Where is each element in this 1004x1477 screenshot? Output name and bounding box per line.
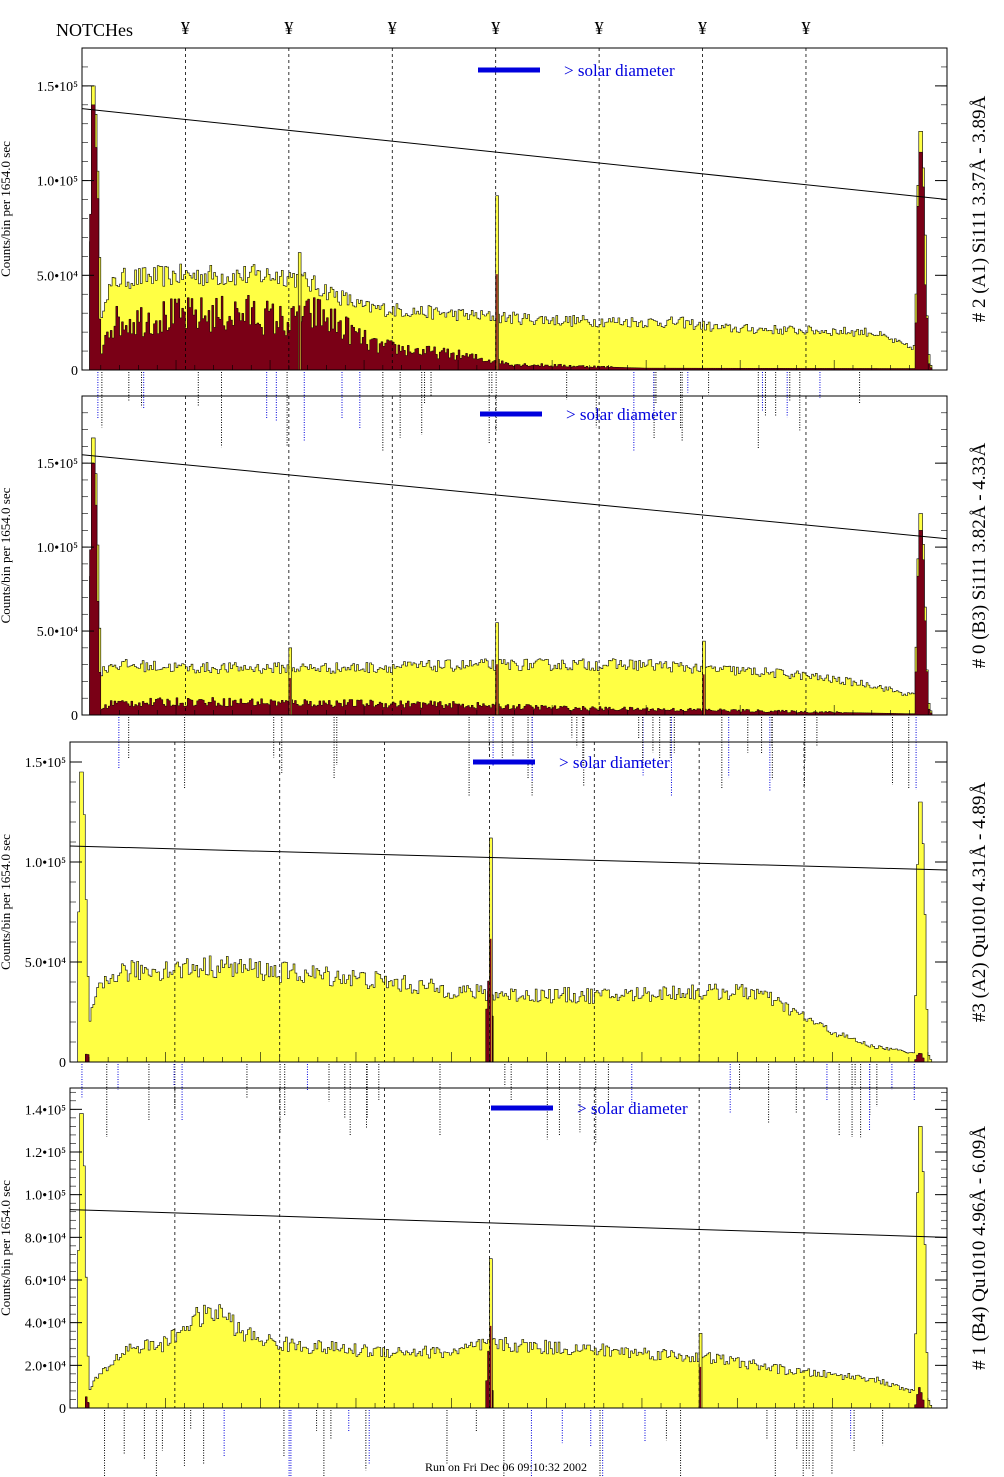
ytick-label: 8.0•10⁴: [25, 1231, 66, 1246]
ytick-label: 1.2•10⁵: [25, 1146, 66, 1161]
trend-line: [69, 845, 948, 871]
ytick-label: 1.4•10⁵: [25, 1103, 66, 1118]
panel-title: #3 (A2) Qu1010 4.31Å - 4.89Å: [969, 782, 990, 1022]
y-axis-label: Counts/bin per 1654.0 sec: [0, 141, 13, 277]
ytick-label: 0: [59, 1402, 66, 1417]
notch-marker-4: ¥: [594, 18, 604, 38]
yellow-histogram: [70, 1113, 947, 1409]
panel-title: # 1 (B4) Qu1010 4.96Å - 6.09Å: [969, 1126, 990, 1370]
spike-core-1: [289, 678, 291, 715]
yellow-histogram: [82, 437, 947, 716]
legend-label: > solar diameter: [566, 405, 677, 424]
run-timestamp: Run on Fri Dec 06 09:10:32 2002: [425, 1460, 587, 1474]
panel-3: 0 2.0•10⁴ 4.0•10⁴ 6.0•10⁴ 8.0•10⁴ 1.0•10⁵ 1.2•…: [0, 1087, 990, 1477]
ytick-label: 1.0•10⁵: [25, 856, 66, 871]
ytick-label: 1.5•10⁵: [37, 80, 78, 95]
trend-line: [69, 1209, 948, 1238]
ytick-label: 0: [71, 364, 78, 379]
notch-marker-2: ¥: [387, 18, 397, 38]
ytick-label: 5.0•10⁴: [25, 956, 66, 971]
trend-line: [81, 108, 948, 201]
ytick-label: 5.0•10⁴: [37, 625, 78, 640]
spike-core-0: [496, 664, 498, 715]
legend-label: > solar diameter: [577, 1099, 688, 1118]
spike-core-1: [298, 305, 301, 370]
ytick-label: 1.5•10⁵: [25, 756, 66, 771]
legend-label: > solar diameter: [564, 61, 675, 80]
notch-marker-6: ¥: [801, 18, 811, 38]
notch-marker-5: ¥: [698, 18, 708, 38]
trend-line: [81, 454, 948, 540]
ytick-label: 1.0•10⁵: [25, 1189, 66, 1204]
notches-title: NOTCHes: [56, 20, 133, 40]
spike-core-0: [496, 274, 498, 370]
ytick-label: 5.0•10⁴: [37, 269, 78, 284]
ytick-label: 0: [59, 1056, 66, 1071]
ytick-label: 6.0•10⁴: [25, 1274, 66, 1289]
ytick-label: 1.0•10⁵: [37, 175, 78, 190]
ytick-label: 1.5•10⁵: [37, 457, 78, 472]
ytick-label: 2.0•10⁴: [25, 1359, 66, 1374]
panel-0: 0 5.0•10⁴ 1.0•10⁵ 1.5•10⁵ Counts/bin per 165…: [0, 47, 990, 452]
panel-title: # 0 (B3) Si111 3.82Å - 4.33Å: [969, 442, 990, 668]
ytick-label: 1.0•10⁵: [37, 541, 78, 556]
spike-core-0: [489, 938, 492, 1062]
spike-core-2: [703, 674, 705, 715]
spike-core-0: [489, 1325, 492, 1408]
panel-title: # 2 (A1) Si111 3.37Å - 3.89Å: [969, 95, 990, 322]
ytick-label: 4.0•10⁴: [25, 1317, 66, 1332]
panel-2: 0 5.0•10⁴ 1.0•10⁵ 1.5•10⁵ Counts/bin per 165…: [0, 741, 990, 1144]
yellow-histogram: [70, 771, 947, 1063]
legend-label: > solar diameter: [559, 753, 670, 772]
y-axis-label: Counts/bin per 1654.0 sec: [0, 834, 13, 970]
y-axis-label: Counts/bin per 1654.0 sec: [0, 1180, 13, 1316]
spike-core-1: [699, 1366, 702, 1408]
notch-marker-1: ¥: [284, 18, 294, 38]
ytick-label: 0: [71, 709, 78, 724]
panel-1: 0 5.0•10⁴ 1.0•10⁵ 1.5•10⁵ Counts/bin per 165…: [0, 395, 990, 797]
notch-marker-3: ¥: [491, 18, 501, 38]
notch-marker-0: ¥: [180, 18, 190, 38]
y-axis-label: Counts/bin per 1654.0 sec: [0, 487, 13, 623]
